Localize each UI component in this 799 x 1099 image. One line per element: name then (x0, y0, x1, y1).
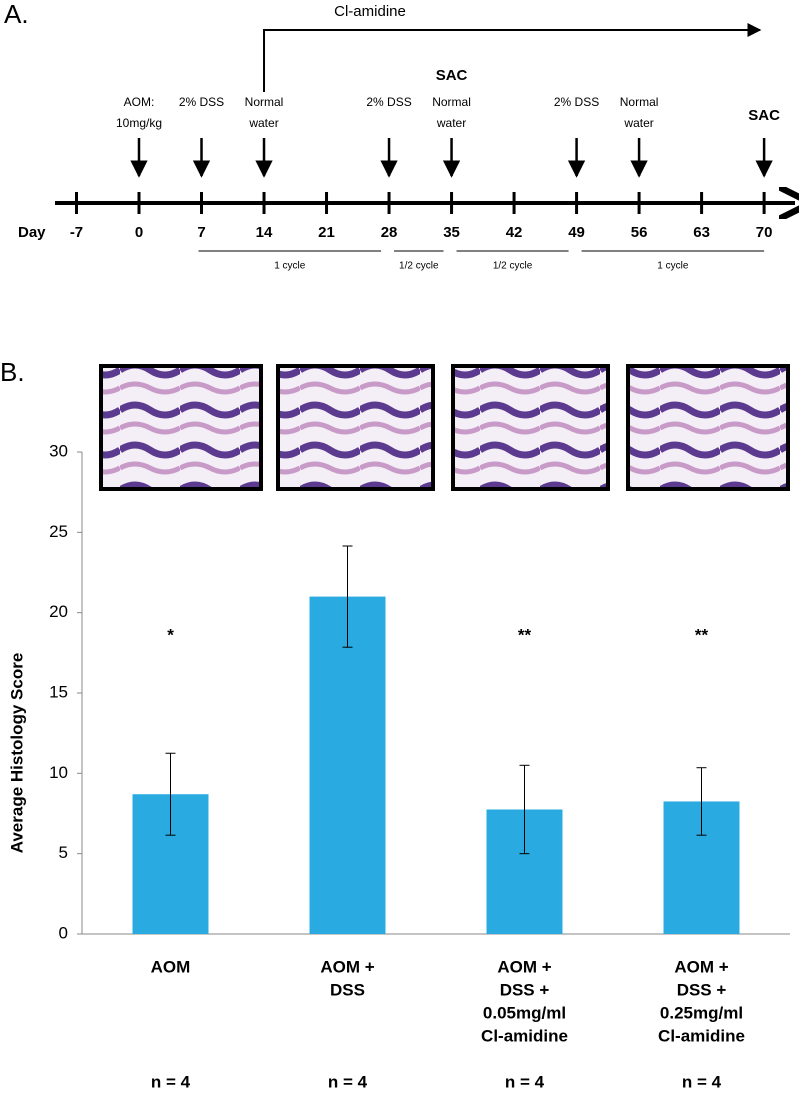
day-label: 14 (256, 224, 273, 241)
significance: ** (518, 625, 532, 644)
x-tick-label: Cl-amidine (658, 1026, 745, 1045)
day-label: 70 (756, 224, 773, 241)
event-label: 2% DSS (179, 95, 224, 109)
event-label: 2% DSS (554, 95, 599, 109)
x-tick-label: AOM + (674, 957, 728, 976)
x-tick-label: AOM + (497, 957, 551, 976)
cycle-label: 1 cycle (274, 261, 306, 272)
x-tick-label: AOM (151, 957, 191, 976)
cycle-label: 1/2 cycle (493, 261, 533, 272)
day-label: -7 (70, 224, 83, 241)
cycle-label: 1 cycle (657, 261, 689, 272)
event-label: AOM: (124, 95, 155, 109)
sample-size: n = 4 (328, 1072, 368, 1091)
significance: * (167, 625, 174, 644)
day-label: 28 (381, 224, 398, 241)
y-tick-label: 0 (59, 923, 68, 942)
axis-label: Day (18, 224, 46, 241)
x-tick-label: DSS + (677, 980, 727, 999)
day-label: 49 (568, 224, 585, 241)
significance: ** (695, 625, 709, 644)
histology-image (451, 364, 610, 491)
event-label: Normal (432, 95, 471, 109)
event-label: Normal (245, 95, 284, 109)
sac-label: SAC (748, 107, 780, 124)
bar (309, 596, 386, 934)
panel-label: B. (0, 357, 25, 387)
day-label: 63 (693, 224, 710, 241)
x-tick-label: 0.25mg/ml (660, 1003, 743, 1022)
y-tick-label: 15 (49, 682, 68, 701)
day-label: 0 (135, 224, 143, 241)
error-bar (696, 767, 707, 836)
sac-label: SAC (436, 67, 468, 84)
x-tick-label: DSS + (500, 980, 550, 999)
histology-image (276, 364, 435, 491)
y-tick-label: 25 (49, 522, 68, 541)
event-label: water (248, 116, 278, 130)
sample-size: n = 4 (505, 1072, 545, 1091)
y-tick-label: 10 (49, 763, 68, 782)
panel-label: A. (4, 0, 29, 29)
event-label: water (436, 116, 466, 130)
sample-size: n = 4 (151, 1072, 191, 1091)
histology-images (99, 364, 790, 491)
error-bar (165, 752, 176, 836)
y-tick-label: 5 (59, 843, 68, 862)
histology-image (626, 364, 790, 491)
day-label: 42 (506, 224, 523, 241)
event-label: water (623, 116, 653, 130)
x-tick-label: AOM + (320, 957, 374, 976)
cycle-label: 1/2 cycle (399, 261, 439, 272)
event-label: 2% DSS (366, 95, 411, 109)
day-label: 21 (318, 224, 335, 241)
sample-size: n = 4 (682, 1072, 722, 1091)
error-bar (519, 764, 530, 855)
y-tick-label: 20 (49, 602, 68, 621)
x-tick-label: DSS (330, 980, 365, 999)
treatment-label: Cl-amidine (334, 3, 406, 20)
x-tick-label: 0.05mg/ml (483, 1003, 566, 1022)
day-label: 56 (631, 224, 648, 241)
treatment-arrow (263, 23, 762, 92)
histology-image (99, 364, 263, 491)
event-label: Normal (620, 95, 659, 109)
error-bar (342, 545, 353, 648)
x-tick-label: Cl-amidine (481, 1026, 568, 1045)
day-label: 7 (197, 224, 205, 241)
event-label: 10mg/kg (116, 116, 162, 130)
timeline: Day -7 0 7 14 21 28 35 42 49 56 63 70 AOM: 10mg/kg 2% D… (18, 3, 795, 272)
day-label: 35 (443, 224, 460, 241)
y-tick-label: 30 (49, 441, 68, 460)
bar-chart: 0 5 10 15 20 25 30 Average Histology Score * AOM n… (7, 441, 790, 1091)
y-axis-label: Average Histology Score (7, 653, 26, 854)
